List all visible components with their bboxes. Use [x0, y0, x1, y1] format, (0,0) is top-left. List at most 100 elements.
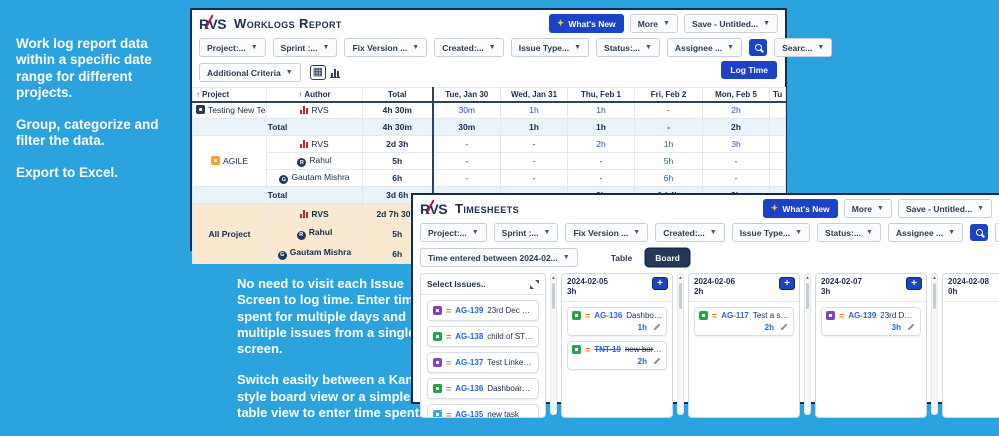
table-view-button[interactable]: Table: [610, 252, 633, 263]
table-row: G Gautam Mishra 6h - - - 6h -: [193, 169, 786, 187]
issue-key[interactable]: TNT-19: [594, 345, 621, 355]
logged-hours[interactable]: 2h: [637, 356, 647, 366]
author-avatar: [300, 209, 309, 218]
worklog-cell[interactable]: 1h: [500, 101, 568, 119]
chevron-down-icon: ▼: [488, 44, 496, 51]
filter-search[interactable]: Searc...▼: [774, 38, 833, 57]
priority-icon: =: [839, 310, 845, 321]
chevron-down-icon: ▼: [709, 229, 717, 236]
author-avatar: G: [279, 175, 289, 185]
table-row: R Rahul 5h - - - 5h -: [193, 152, 786, 170]
filter-fix-version[interactable]: Fix Version ... ▼: [565, 223, 649, 242]
search-button[interactable]: [749, 39, 768, 56]
filter-project[interactable]: Project:... ▼: [420, 223, 487, 242]
worklog-card[interactable]: = TNT-19 new born child 2h: [567, 340, 667, 370]
issue-key[interactable]: AG-117: [721, 311, 749, 321]
add-worklog-button[interactable]: +: [906, 277, 922, 290]
chevron-down-icon: ▼: [977, 205, 984, 212]
filter-issue-type[interactable]: Issue Type... ▼: [731, 223, 811, 242]
column-header-project[interactable]: ↑ Project: [192, 87, 267, 103]
scroll-thumb[interactable]: [552, 283, 555, 309]
filter-sprint[interactable]: Sprint :... ▼: [493, 223, 559, 242]
worklog-cell[interactable]: 1h: [567, 101, 635, 119]
filter-sprint[interactable]: Sprint :... ▼: [272, 38, 338, 57]
worklog-cell[interactable]: 1h: [634, 135, 703, 153]
add-worklog-button[interactable]: +: [652, 277, 668, 290]
filter-created[interactable]: Created:... ▼: [434, 38, 504, 57]
worklog-cell[interactable]: 3h: [702, 135, 770, 153]
epic-icon: [433, 358, 442, 367]
worklog-card[interactable]: = AG-117 Test a story from ... 2h: [694, 306, 794, 336]
column-header-total[interactable]: Total: [362, 87, 434, 103]
scrollbar[interactable]: ▲: [550, 273, 557, 415]
more-button[interactable]: More ▼: [629, 14, 678, 33]
filter-project[interactable]: Project:... ▼: [199, 38, 266, 57]
table-view-toggle[interactable]: ▦: [309, 65, 327, 80]
additional-criteria-dropdown[interactable]: Additional Criteria ▼: [199, 63, 301, 82]
worklog-cell: -: [432, 152, 501, 170]
filter-search[interactable]: Searc...▼: [995, 223, 999, 242]
add-worklog-button[interactable]: +: [779, 277, 795, 290]
chart-view-toggle[interactable]: [330, 68, 341, 78]
column-header-date[interactable]: Wed, Jan 31: [500, 87, 568, 103]
worklog-cell: -: [634, 101, 703, 119]
filter-issue-type[interactable]: Issue Type... ▼: [510, 38, 590, 57]
priority-icon: =: [446, 409, 452, 418]
search-button[interactable]: [970, 224, 989, 241]
issue-key[interactable]: AG-136: [594, 311, 623, 321]
filter-assignee[interactable]: Assignee ... ▼: [666, 38, 743, 57]
priority-icon: =: [446, 383, 452, 394]
filter-fix-version[interactable]: Fix Version ... ▼: [344, 38, 428, 57]
scrollbar[interactable]: ▲: [804, 273, 811, 415]
column-header-author[interactable]: ↑ Author: [266, 87, 363, 103]
worklog-cell[interactable]: 5h: [634, 152, 703, 170]
scroll-thumb[interactable]: [806, 283, 809, 309]
issue-key[interactable]: AG-139: [848, 311, 877, 321]
scroll-thumb[interactable]: [679, 283, 682, 309]
edit-pencil-icon[interactable]: [907, 323, 916, 331]
expand-icon[interactable]: [530, 279, 539, 289]
edit-pencil-icon[interactable]: [653, 323, 662, 331]
save-dropdown[interactable]: Save - Untitled... ▼: [683, 14, 778, 33]
save-dropdown[interactable]: Save - Untitled... ▼: [897, 199, 992, 218]
worklog-cell[interactable]: 30m: [432, 101, 501, 119]
whats-new-button[interactable]: ✦ What's New: [548, 14, 624, 33]
logged-hours[interactable]: 2h: [764, 322, 774, 332]
filter-created[interactable]: Created:... ▼: [655, 223, 725, 242]
worklog-cell[interactable]: 2h: [567, 135, 635, 153]
chevron-down-icon: ▼: [763, 20, 770, 27]
column-header-date[interactable]: Fri, Feb 2: [634, 87, 703, 103]
filter-status[interactable]: Status:... ▼: [817, 223, 881, 242]
scrollbar[interactable]: ▲: [931, 273, 938, 415]
logged-hours[interactable]: 3h: [891, 322, 901, 332]
issue-list-item[interactable]: = AG-135 new task: [427, 404, 539, 418]
column-header-date[interactable]: Tue, Jan 30: [432, 87, 501, 103]
issue-list-item[interactable]: = AG-136 Dashboard story: [427, 378, 539, 399]
filter-status[interactable]: Status:... ▼: [596, 38, 660, 57]
issue-list-item[interactable]: = AG-137 Test Linked Epic <img...: [427, 352, 539, 373]
time-range-dropdown[interactable]: Time entered between 2024-02... ▼: [420, 248, 578, 267]
worklog-card[interactable]: = AG-136 Dashboard story 1h: [567, 306, 667, 336]
scroll-thumb[interactable]: [933, 283, 936, 309]
edit-pencil-icon[interactable]: [653, 357, 662, 365]
issue-list-item[interactable]: = AG-139 23rd Dec Epic: [427, 300, 539, 321]
whats-new-button[interactable]: ✦ What's New: [762, 199, 838, 218]
issue-list-item[interactable]: = AG-138 child of ST 142 <scrip...: [427, 326, 539, 347]
column-header-date[interactable]: Mon, Feb 5: [702, 87, 770, 103]
more-button[interactable]: More ▼: [843, 199, 892, 218]
worklog-card[interactable]: = AG-139 23rd Dec Epic 3h: [821, 306, 921, 336]
worklog-cell[interactable]: 2h: [702, 101, 770, 119]
column-header-date[interactable]: Tu: [769, 87, 786, 103]
chevron-down-icon: ▼: [285, 69, 293, 76]
log-time-button[interactable]: Log Time: [721, 61, 777, 79]
issue-summary: new task: [487, 410, 519, 418]
promo-paragraph: Export to Excel.: [16, 164, 119, 180]
scrollbar[interactable]: ▲: [677, 273, 684, 415]
filter-assignee[interactable]: Assignee ... ▼: [887, 223, 964, 242]
worklog-cell[interactable]: 6h: [634, 169, 703, 187]
column-header-date[interactable]: Thu, Feb 1: [567, 87, 635, 103]
logged-hours[interactable]: 1h: [637, 322, 647, 332]
edit-pencil-icon[interactable]: [780, 323, 789, 331]
board-view-button[interactable]: Board: [646, 249, 689, 266]
story-icon: [433, 332, 442, 341]
